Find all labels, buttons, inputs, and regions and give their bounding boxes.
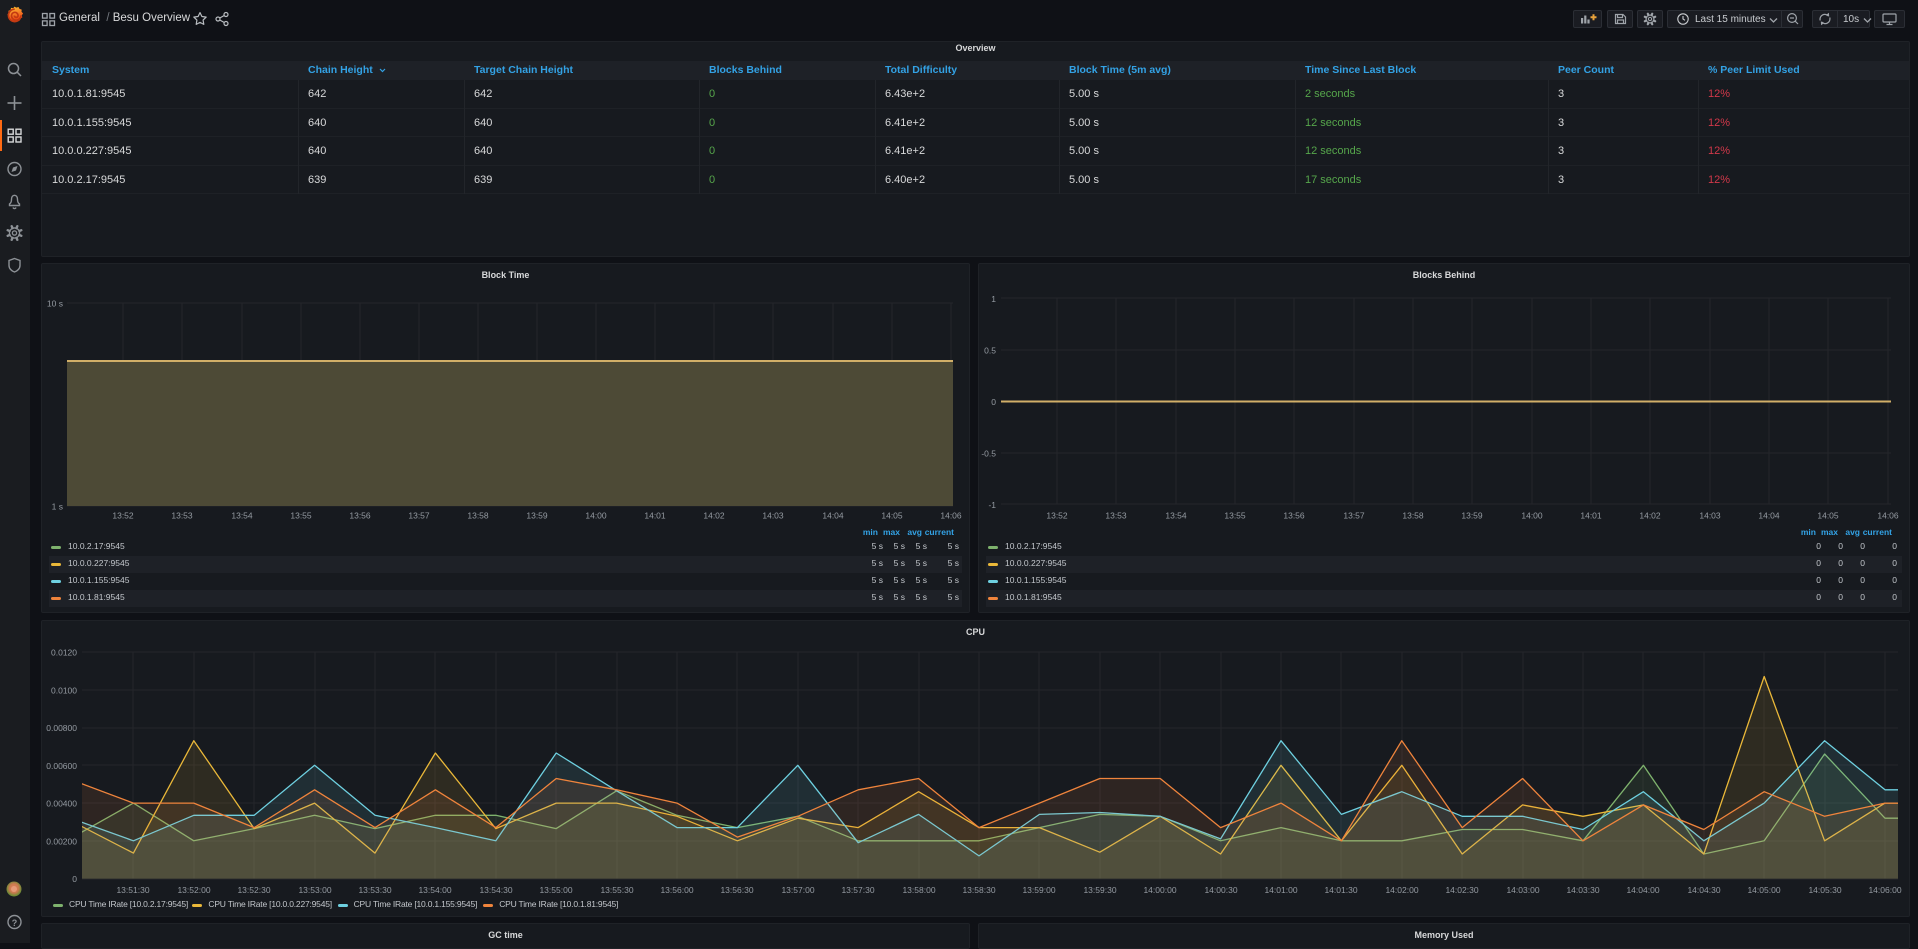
svg-text:13:53: 13:53 [171, 511, 193, 521]
svg-text:13:58:00: 13:58:00 [902, 885, 935, 895]
svg-text:13:55:30: 13:55:30 [600, 885, 633, 895]
svg-text:1: 1 [991, 294, 996, 304]
svg-text:14:02:00: 14:02:00 [1385, 885, 1418, 895]
svg-text:13:55: 13:55 [1224, 511, 1246, 521]
svg-text:14:01: 14:01 [1580, 511, 1602, 521]
svg-text:13:59:00: 13:59:00 [1022, 885, 1055, 895]
svg-text:0.00200: 0.00200 [46, 836, 77, 846]
svg-text:13:57:30: 13:57:30 [841, 885, 874, 895]
svg-text:13:52: 13:52 [1046, 511, 1068, 521]
svg-text:0.00800: 0.00800 [46, 723, 77, 733]
svg-text:-1: -1 [988, 500, 996, 510]
svg-text:14:05: 14:05 [881, 511, 903, 521]
svg-text:13:52: 13:52 [112, 511, 134, 521]
svg-text:14:03: 14:03 [762, 511, 784, 521]
svg-text:13:57:00: 13:57:00 [781, 885, 814, 895]
svg-text:14:02: 14:02 [703, 511, 725, 521]
svg-text:0.0120: 0.0120 [51, 647, 77, 657]
svg-text:0.0100: 0.0100 [51, 685, 77, 695]
svg-text:13:53: 13:53 [1105, 511, 1127, 521]
svg-text:13:54: 13:54 [1165, 511, 1187, 521]
svg-text:10 s: 10 s [47, 299, 63, 309]
svg-text:14:00:30: 14:00:30 [1204, 885, 1237, 895]
svg-text:13:59:30: 13:59:30 [1083, 885, 1116, 895]
svg-text:13:51:30: 13:51:30 [116, 885, 149, 895]
svg-text:13:56: 13:56 [349, 511, 371, 521]
svg-text:13:56: 13:56 [1283, 511, 1305, 521]
svg-text:14:05:30: 14:05:30 [1808, 885, 1841, 895]
svg-text:13:55:00: 13:55:00 [539, 885, 572, 895]
svg-text:13:57: 13:57 [408, 511, 430, 521]
svg-text:13:54:00: 13:54:00 [418, 885, 451, 895]
svg-text:13:59: 13:59 [526, 511, 548, 521]
svg-text:14:04:00: 14:04:00 [1626, 885, 1659, 895]
svg-text:13:53:00: 13:53:00 [298, 885, 331, 895]
svg-text:13:56:30: 13:56:30 [720, 885, 753, 895]
svg-text:14:06: 14:06 [1877, 511, 1899, 521]
svg-text:14:06:00: 14:06:00 [1868, 885, 1901, 895]
svg-text:14:06: 14:06 [940, 511, 962, 521]
svg-text:14:03: 14:03 [1699, 511, 1721, 521]
svg-text:-0.5: -0.5 [981, 449, 996, 459]
svg-text:14:02: 14:02 [1639, 511, 1661, 521]
svg-text:0: 0 [72, 874, 77, 884]
svg-text:13:58: 13:58 [1402, 511, 1424, 521]
svg-text:0.5: 0.5 [984, 346, 996, 356]
svg-text:0: 0 [991, 397, 996, 407]
svg-text:13:53:30: 13:53:30 [358, 885, 391, 895]
svg-text:13:54:30: 13:54:30 [479, 885, 512, 895]
svg-text:14:00: 14:00 [1521, 511, 1543, 521]
svg-text:14:02:30: 14:02:30 [1445, 885, 1478, 895]
svg-text:13:52:30: 13:52:30 [237, 885, 270, 895]
svg-text:14:04: 14:04 [1758, 511, 1780, 521]
svg-text:14:04:30: 14:04:30 [1687, 885, 1720, 895]
svg-text:14:05: 14:05 [1817, 511, 1839, 521]
svg-text:1 s: 1 s [52, 502, 63, 512]
svg-text:14:00: 14:00 [585, 511, 607, 521]
svg-text:13:55: 13:55 [290, 511, 312, 521]
svg-text:14:03:00: 14:03:00 [1506, 885, 1539, 895]
svg-text:14:00:00: 14:00:00 [1143, 885, 1176, 895]
svg-text:0.00600: 0.00600 [46, 761, 77, 771]
svg-text:0.00400: 0.00400 [46, 799, 77, 809]
svg-text:13:57: 13:57 [1343, 511, 1365, 521]
svg-text:?: ? [12, 918, 18, 928]
svg-text:14:03:30: 14:03:30 [1566, 885, 1599, 895]
svg-text:14:05:00: 14:05:00 [1747, 885, 1780, 895]
svg-text:14:01: 14:01 [644, 511, 666, 521]
svg-text:14:01:00: 14:01:00 [1264, 885, 1297, 895]
svg-text:13:58: 13:58 [467, 511, 489, 521]
svg-text:13:59: 13:59 [1461, 511, 1483, 521]
svg-text:13:54: 13:54 [231, 511, 253, 521]
svg-text:14:01:30: 14:01:30 [1324, 885, 1357, 895]
svg-text:14:04: 14:04 [822, 511, 844, 521]
svg-text:13:58:30: 13:58:30 [962, 885, 995, 895]
svg-text:13:52:00: 13:52:00 [177, 885, 210, 895]
svg-text:13:56:00: 13:56:00 [660, 885, 693, 895]
